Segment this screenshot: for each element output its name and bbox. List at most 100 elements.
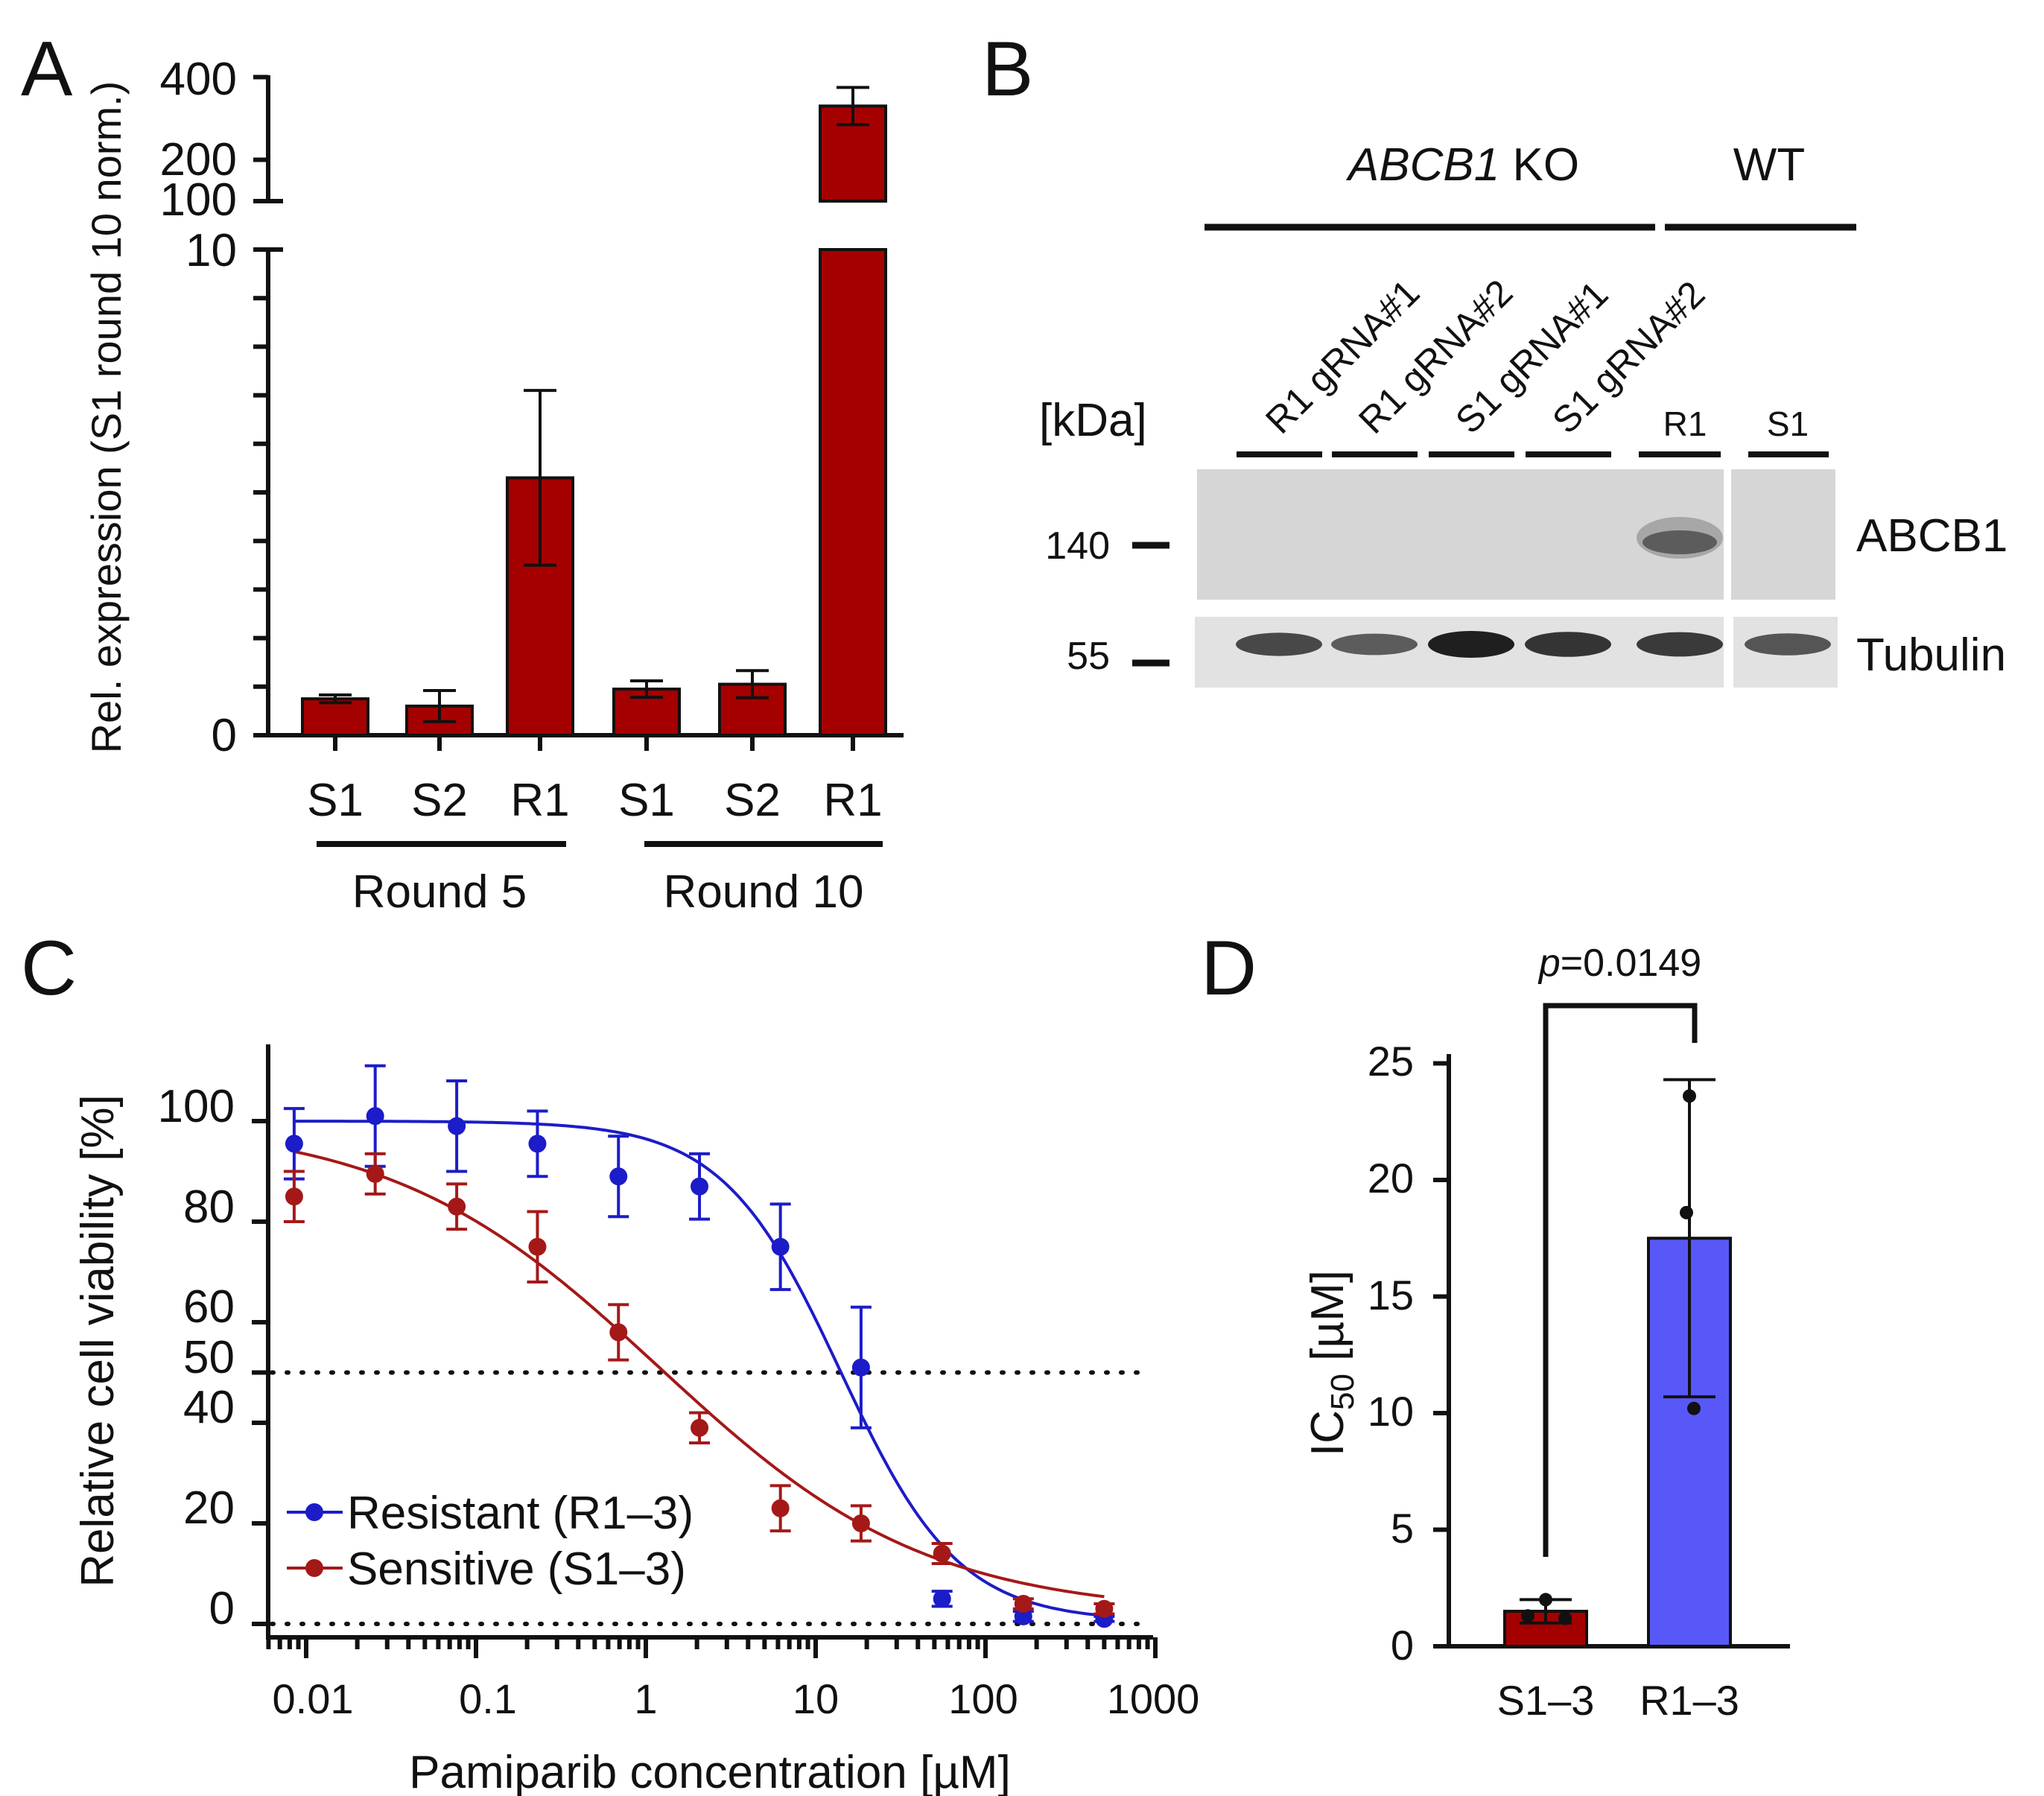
d-y-axis-label: IC50 [µM]: [1302, 1270, 1361, 1456]
c-point-resistant: [366, 1107, 384, 1126]
d-data-point: [1558, 1611, 1572, 1625]
c-point-resistant: [691, 1177, 709, 1196]
b-band-label-abcb1: ABCB1: [1856, 510, 2008, 562]
b-band-tubulin: [1428, 631, 1514, 658]
b-header-ko-gene: ABCB1: [1345, 139, 1499, 191]
panel-label-d: D: [1201, 925, 1257, 1012]
b-band-label-tubulin: Tubulin: [1856, 629, 2006, 681]
a-category-label-3: S1: [618, 775, 675, 826]
b-marker-140: 140: [1045, 524, 1110, 568]
a-bar: [301, 697, 369, 737]
c-fit-curve-sensitive: [293, 1149, 1105, 1599]
c-legend-label-resistant: Resistant (R1–3): [347, 1488, 694, 1539]
c-point-sensitive: [528, 1237, 547, 1256]
c-x-tick-0.01: 0.01: [273, 1675, 354, 1722]
c-y-axis-label: Relative cell viability [%]: [72, 1094, 124, 1587]
d-y-tick-25: 25: [1368, 1038, 1414, 1085]
panel-a-bar-chart: Rel. expression (S1 round 10 norm.) 0 10…: [83, 54, 904, 918]
c-x-axis-label: Pamiparib concentration [µM]: [409, 1747, 1011, 1796]
d-category-label-1: R1–3: [1640, 1677, 1739, 1724]
c-point-resistant: [528, 1135, 547, 1153]
c-y-tick-20: 20: [183, 1482, 235, 1534]
d-ticks-group: [1433, 1061, 1449, 1649]
panel-b-western-blot: ABCB1 KO WT [kDa] R1 gRNA#1 R1 gRNA#2 S1…: [1039, 139, 2008, 688]
a-group-label-round10: Round 10: [664, 866, 864, 918]
c-point-resistant: [851, 1358, 870, 1377]
c-legend-label-sensitive: Sensitive (S1–3): [347, 1543, 686, 1595]
a-tick-label-0: 0: [212, 710, 237, 761]
a-ticks-group: [253, 74, 855, 751]
c-point-sensitive: [851, 1514, 870, 1532]
b-band-tubulin: [1236, 632, 1322, 656]
d-data-point: [1687, 1401, 1701, 1415]
c-x-tick-1000: 1000: [1107, 1675, 1200, 1722]
d-bars-group: [1503, 1078, 1732, 1649]
b-blot-abcb1-ko: [1197, 469, 1724, 600]
b-lane-label-4: R1: [1663, 404, 1707, 443]
c-point-resistant: [285, 1135, 303, 1153]
d-p-value-symbol: p: [1537, 942, 1561, 985]
d-data-point: [1539, 1593, 1552, 1607]
a-category-label-1: S2: [411, 775, 468, 826]
d-data-point: [1521, 1609, 1534, 1623]
c-y-tick-80: 80: [183, 1181, 235, 1233]
a-group-label-round5: Round 5: [352, 866, 527, 918]
b-blot-abcb1-wt: [1731, 469, 1835, 600]
c-point-resistant: [448, 1117, 466, 1135]
a-tick-label-100: 100: [160, 174, 237, 226]
d-significance-bracket: [1543, 1003, 1698, 1557]
panel-label-c: C: [21, 925, 77, 1012]
a-category-label-5: R1: [823, 775, 882, 826]
d-p-value-number: =0.0149: [1561, 942, 1701, 985]
d-data-point: [1680, 1205, 1693, 1219]
c-y-tick-0: 0: [209, 1583, 235, 1634]
b-marker-55: 55: [1067, 635, 1110, 678]
c-point-sensitive: [1014, 1595, 1032, 1613]
b-bands-group: [1236, 517, 1831, 658]
panel-d-ic50-bar-chart: 0 5 10 15 20 25 IC50 [µM] S1–3 R1–3 p=0.…: [1302, 942, 1790, 1724]
c-point-sensitive: [771, 1499, 790, 1517]
b-band-tubulin: [1331, 633, 1418, 656]
a-category-label-0: S1: [307, 775, 364, 826]
c-point-resistant: [1014, 1607, 1032, 1625]
b-band-abcb1: [1642, 530, 1717, 554]
c-x-tick-0.1: 0.1: [459, 1675, 517, 1722]
c-point-sensitive: [285, 1187, 303, 1206]
c-y-tick-100: 100: [158, 1081, 235, 1132]
c-point-sensitive: [366, 1164, 384, 1183]
d-category-label-0: S1–3: [1497, 1677, 1595, 1724]
c-point-sensitive: [691, 1418, 709, 1437]
c-y-tick-60: 60: [183, 1281, 235, 1333]
a-bar-upper: [819, 104, 887, 203]
b-header-ko: ABCB1 KO: [1345, 139, 1579, 191]
b-band-tubulin: [1525, 632, 1611, 657]
panel-label-a: A: [21, 26, 73, 112]
a-category-label-4: S2: [724, 775, 781, 826]
panel-label-b: B: [982, 26, 1033, 112]
a-bar-lower: [819, 248, 887, 737]
c-point-resistant: [771, 1237, 790, 1256]
c-legend-marker-sensitive: [305, 1559, 323, 1577]
c-points-group: [283, 1064, 1115, 1628]
c-x-tick-100: 100: [948, 1675, 1018, 1722]
d-y-tick-20: 20: [1368, 1155, 1414, 1202]
b-lane-label-5: S1: [1767, 404, 1809, 443]
c-ticks-group: [252, 1119, 1158, 1658]
c-point-sensitive: [1095, 1599, 1114, 1618]
c-point-sensitive: [933, 1544, 951, 1563]
b-band-tubulin: [1745, 633, 1831, 656]
c-y-tick-50: 50: [183, 1332, 235, 1383]
a-y-axis-label: Rel. expression (S1 round 10 norm.): [83, 81, 130, 754]
a-category-label-2: R1: [510, 775, 569, 826]
d-p-value: p=0.0149: [1537, 942, 1701, 985]
a-tick-label-400: 400: [160, 54, 237, 105]
c-point-sensitive: [448, 1197, 466, 1216]
a-tick-label-10: 10: [185, 225, 237, 276]
d-data-point: [1683, 1089, 1696, 1103]
c-y-tick-40: 40: [183, 1382, 235, 1433]
c-point-sensitive: [609, 1323, 628, 1342]
c-x-tick-10: 10: [793, 1675, 839, 1722]
b-band-tubulin: [1637, 632, 1723, 657]
c-legend-marker-resistant: [305, 1503, 323, 1521]
